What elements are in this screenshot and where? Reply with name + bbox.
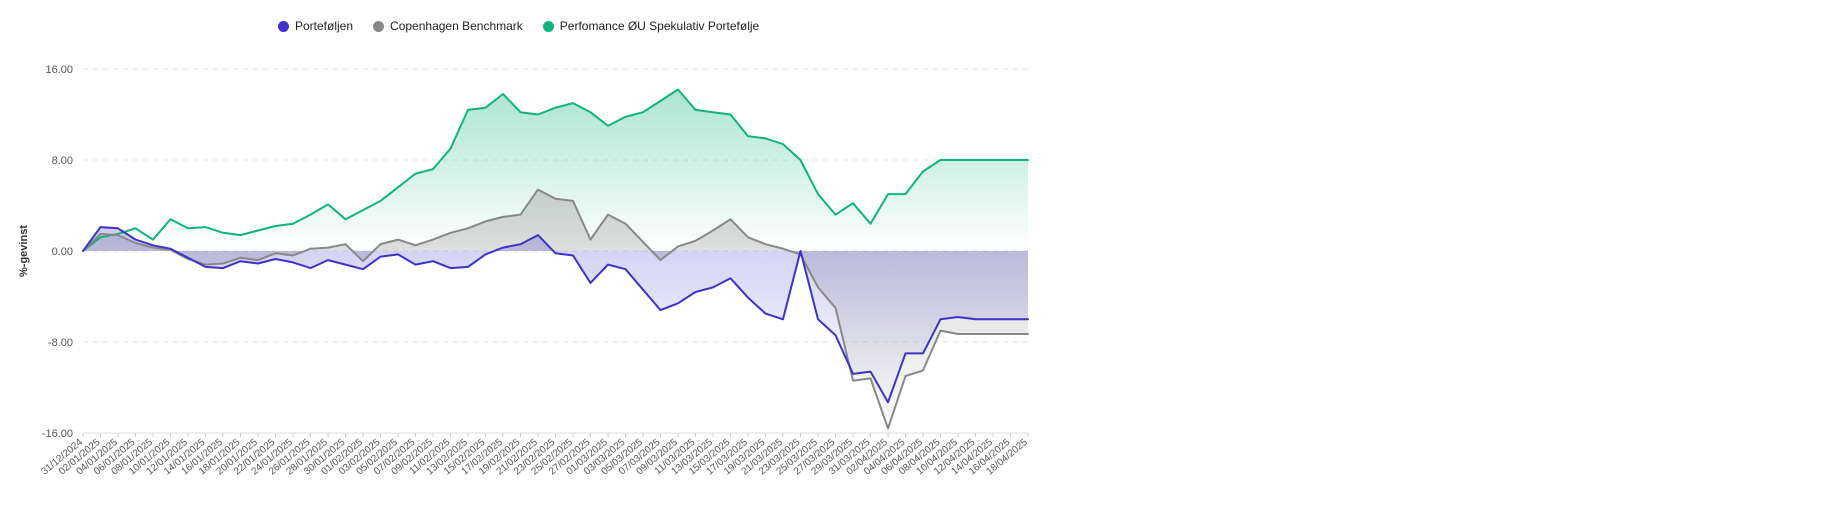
legend-label: Perfomance ØU Spekulativ Portefølje: [559, 19, 760, 33]
legend-item-portfolio[interactable]: Porteføljen: [278, 19, 353, 33]
y-tick-label: -8.00: [48, 337, 73, 349]
series-area-1: [83, 189, 1028, 429]
series-area-0: [83, 227, 1028, 403]
legend-label: Porteføljen: [295, 19, 354, 33]
legend: Porteføljen Copenhagen Benchmark Perfoma…: [278, 19, 759, 33]
legend-item-spekulativ[interactable]: Perfomance ØU Spekulativ Portefølje: [542, 19, 760, 33]
series-line-0: [82, 226, 1029, 404]
legend-dot-icon: [373, 20, 385, 32]
series-line-2: [82, 88, 1029, 252]
y-tick-label: 16.00: [45, 64, 73, 76]
y-tick-label: 0.00: [52, 246, 73, 258]
y-tick-label: -16.00: [42, 428, 73, 440]
legend-label: Copenhagen Benchmark: [390, 19, 523, 33]
legend-dot-icon: [542, 20, 554, 32]
series-line-1: [82, 188, 1029, 430]
legend-dot-icon: [278, 20, 289, 32]
y-tick-label: 8.00: [52, 155, 73, 167]
y-axis-title: %-gevinst: [18, 225, 30, 277]
legend-item-benchmark[interactable]: Copenhagen Benchmark: [373, 19, 523, 33]
